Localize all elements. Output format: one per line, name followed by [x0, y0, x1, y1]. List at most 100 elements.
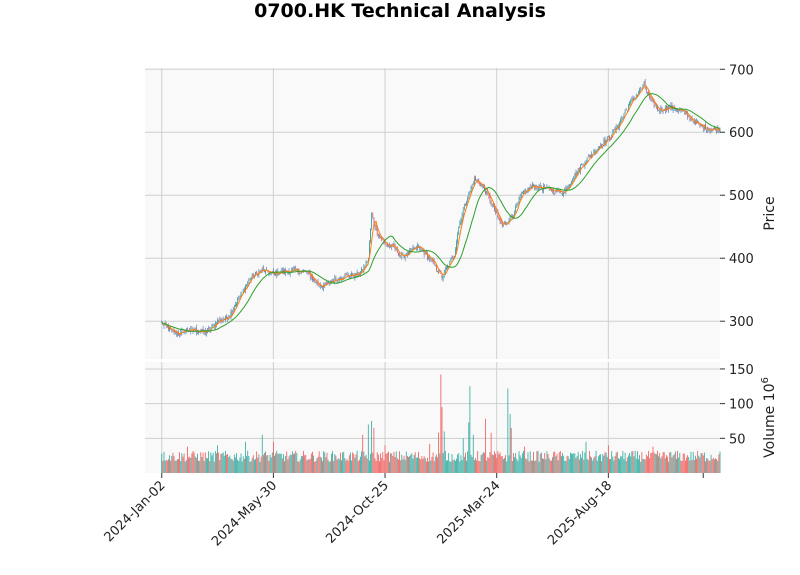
volume-bar	[498, 453, 500, 473]
moving-average-line	[161, 86, 721, 335]
volume-bar	[599, 454, 600, 473]
candle-body	[212, 324, 214, 326]
volume-bar	[664, 458, 666, 473]
volume-bar	[366, 458, 368, 473]
volume-bar	[312, 451, 313, 473]
volume-bar	[236, 453, 237, 473]
volume-bar	[471, 456, 473, 473]
candle-body	[382, 239, 384, 241]
volume-bar	[199, 460, 201, 473]
volume-bar	[671, 457, 673, 473]
volume-bar	[585, 441, 587, 473]
candle-body	[593, 150, 595, 154]
volume-bar	[361, 451, 362, 473]
candle-body	[624, 111, 626, 114]
candle-body	[674, 110, 676, 111]
volume-bar	[717, 460, 719, 473]
candle-body	[396, 247, 398, 253]
volume-bar	[288, 456, 290, 473]
volume-bar	[208, 451, 210, 473]
volume-bar	[536, 451, 538, 473]
candle-body	[309, 272, 311, 278]
candle-body	[678, 110, 680, 112]
candle-body	[643, 82, 645, 84]
volume-bar	[600, 454, 601, 473]
candle-body	[471, 184, 473, 189]
volume-bar	[590, 456, 591, 473]
volume-bar	[358, 459, 360, 473]
candle-body	[173, 329, 175, 333]
candle-body	[213, 325, 215, 327]
volume-bar	[241, 461, 243, 473]
volume-bar	[352, 452, 354, 473]
volume-bar	[371, 420, 373, 473]
candle-body	[640, 89, 642, 90]
candle-body	[706, 130, 707, 132]
candle-body	[423, 250, 425, 255]
volume-bar	[691, 460, 693, 473]
candle-body	[654, 105, 656, 107]
volume-bar	[520, 457, 522, 473]
volume-bar	[424, 458, 426, 473]
candle-body	[267, 270, 269, 273]
volume-bar	[545, 459, 547, 473]
volume-bar	[450, 461, 452, 473]
candle-body	[527, 188, 529, 192]
volume-bar	[377, 454, 379, 473]
volume-bar	[638, 459, 639, 473]
volume-bar	[488, 458, 490, 473]
volume-bar	[228, 457, 230, 473]
volume-bar	[260, 456, 262, 473]
candle-body	[623, 114, 625, 117]
price-tick-label: 300	[729, 315, 754, 330]
candle-body	[163, 324, 165, 326]
candle-body	[428, 256, 429, 259]
volume-bar	[682, 453, 684, 473]
candle-body	[536, 186, 538, 189]
candle-body	[260, 269, 262, 272]
volume-bar	[237, 459, 239, 473]
candle-body	[607, 136, 609, 138]
candle-body	[237, 298, 239, 305]
volume-tick-label: 150	[729, 363, 754, 378]
volume-bar	[372, 452, 374, 473]
volume-bar	[336, 459, 338, 473]
volume-bar	[393, 452, 395, 473]
candle-body	[632, 98, 634, 100]
candle-body	[492, 203, 494, 206]
volume-bar	[313, 455, 314, 473]
candle-body	[513, 216, 514, 217]
candle-body	[487, 190, 489, 194]
candle-body	[572, 180, 574, 183]
candle-body	[412, 247, 414, 251]
volume-bar	[202, 452, 204, 473]
volume-bar	[612, 456, 614, 473]
volume-bar	[660, 458, 662, 473]
volume-bar	[223, 455, 225, 473]
candle-body	[172, 330, 174, 331]
candle-body	[175, 331, 177, 335]
candle-body	[576, 172, 578, 175]
candle-body	[554, 192, 556, 194]
volume-bar	[714, 459, 715, 473]
volume-bar	[647, 456, 648, 473]
volume-bar	[293, 454, 294, 473]
volume-bar	[309, 458, 311, 473]
candle-body	[446, 267, 447, 270]
candle-body	[523, 190, 524, 194]
candle-body	[436, 264, 437, 271]
volume-bar	[383, 460, 385, 473]
candle-body	[236, 303, 237, 306]
candle-body	[315, 281, 317, 284]
candle-body	[460, 220, 462, 224]
candle-body	[622, 116, 624, 120]
candle-body	[463, 204, 465, 210]
candle-body	[247, 282, 249, 286]
x-tick-label: 2024-May-30	[209, 478, 280, 549]
candle-body	[373, 217, 375, 223]
volume-panel-background	[145, 362, 720, 473]
volume-panel: 50 100 150 Volume 106	[145, 362, 778, 473]
volume-bar	[640, 461, 642, 473]
volume-bar	[275, 453, 277, 473]
volume-bar	[425, 461, 427, 473]
